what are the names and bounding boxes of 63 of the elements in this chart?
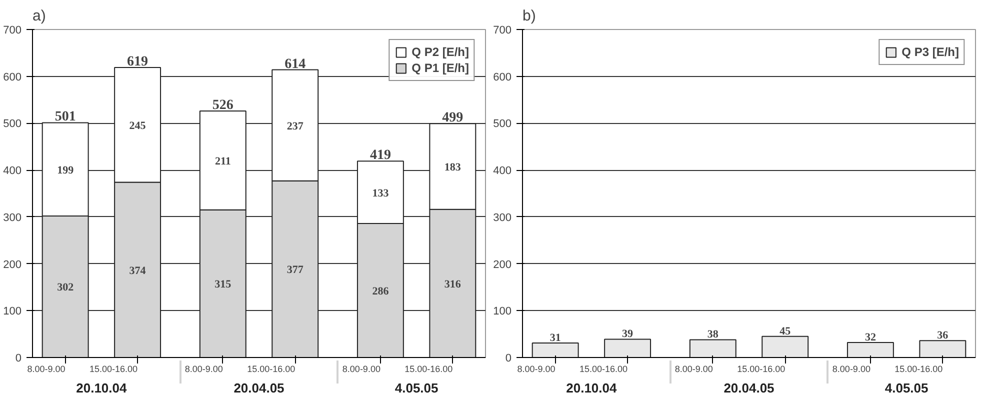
x-tick-label: 8.00-9.00	[517, 364, 556, 374]
y-tick-label: 400	[493, 165, 512, 178]
data-label: 45	[780, 325, 792, 338]
y-tick-label: 500	[493, 118, 512, 130]
x-tick-label: 15.00-16.00	[404, 364, 453, 374]
chart-title: b)	[522, 8, 536, 24]
x-tick-label: 8.00-9.00	[342, 364, 380, 374]
legend-label: Q P3 [E/h]	[902, 45, 959, 59]
legend-label: Q P2 [E/h]	[412, 45, 469, 59]
data-label: 133	[372, 187, 390, 200]
total-label: 499	[442, 110, 464, 126]
text: 20.10.04	[566, 380, 618, 396]
y-tick-label: 700	[3, 24, 22, 36]
x-tick-label: 15.00-16.00	[580, 364, 628, 374]
text: 4.05.05	[394, 380, 438, 396]
data-label: 38	[707, 328, 719, 341]
y-tick-label: 200	[3, 258, 22, 271]
x-tick-label: 15.00-16.00	[737, 364, 786, 374]
y-tick-label: 100	[493, 306, 512, 318]
total-label: 619	[127, 54, 148, 70]
y-tick-label: 100	[3, 306, 22, 318]
y-tick-label: 400	[3, 165, 22, 178]
y-tick-label: 0	[15, 352, 22, 364]
chart-title: a)	[32, 8, 46, 24]
y-tick-label: 200	[493, 258, 512, 271]
x-tick-label: 8.00-9.00	[184, 364, 223, 374]
data-label: 237	[286, 120, 304, 132]
data-label: 245	[129, 120, 146, 132]
y-tick-label: 700	[493, 24, 512, 36]
y-tick-label: 300	[493, 212, 512, 224]
data-label: 31	[550, 332, 561, 344]
total-label: 501	[54, 110, 76, 125]
y-tick-label: 500	[3, 118, 22, 130]
text: 4.05.05	[884, 380, 928, 396]
data-label: 199	[57, 164, 74, 176]
x-tick-label: 8.00-9.00	[27, 364, 66, 374]
legend-label: Q P1 [E/h]	[412, 61, 469, 75]
y-tick-label: 0	[505, 352, 512, 364]
x-tick-label: 8.00-9.00	[674, 364, 713, 374]
x-tick-label: 15.00-16.00	[90, 364, 138, 374]
data-label: 32	[864, 332, 876, 344]
x-tick-label: 15.00-16.00	[894, 364, 943, 374]
y-tick-label: 600	[493, 71, 512, 84]
y-tick-label: 600	[3, 71, 22, 84]
data-label: 377	[286, 264, 304, 276]
text: 20.04.05	[234, 380, 284, 396]
data-label: 374	[129, 264, 146, 277]
data-label: 302	[57, 282, 74, 294]
x-tick-label: 8.00-9.00	[832, 364, 870, 374]
data-label: 211	[214, 155, 231, 168]
total-label: 526	[212, 98, 234, 114]
y-tick-label: 300	[3, 212, 22, 224]
total-label: 614	[284, 56, 306, 72]
text: 20.04.05	[724, 380, 774, 396]
data-label: 39	[622, 328, 634, 340]
text: 20.10.04	[76, 380, 128, 396]
total-label: 419	[370, 148, 391, 164]
data-label: 315	[214, 278, 232, 291]
x-tick-label: 15.00-16.00	[247, 364, 296, 374]
data-label: 183	[444, 162, 462, 174]
data-label: 316	[444, 278, 462, 290]
data-label: 286	[372, 285, 390, 298]
data-label: 36	[937, 330, 949, 342]
